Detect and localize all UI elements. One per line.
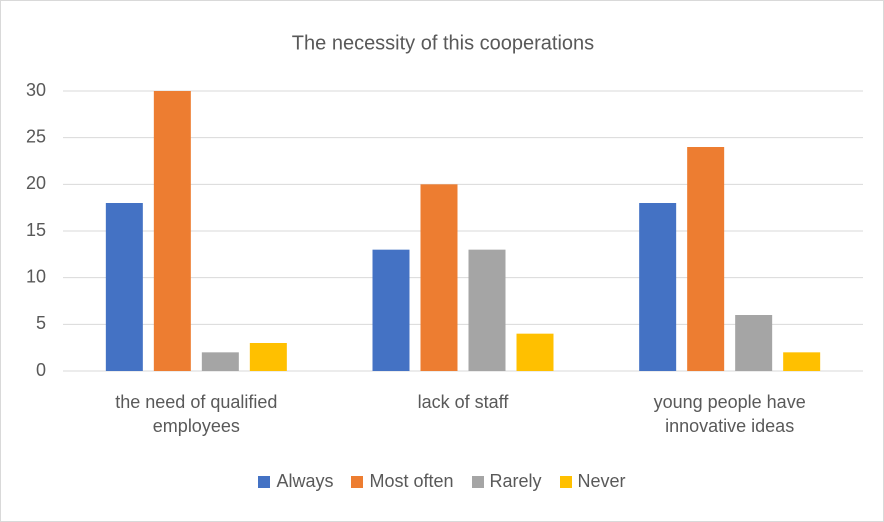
y-tick-label: 5 [36,313,46,333]
legend-item: Rarely [471,471,542,492]
legend-label: Most often [369,471,454,491]
y-tick-label: 25 [26,126,46,146]
legend-label: Always [276,471,334,491]
legend-label: Never [577,471,626,491]
bar [516,333,554,371]
legend-swatch [351,475,364,488]
legend-item: Most often [351,471,454,492]
bar [468,249,506,371]
legend-swatch [258,475,271,488]
bar [420,184,458,371]
bar [105,203,143,371]
bar [249,343,287,371]
y-tick-label: 15 [26,220,46,240]
y-tick-label: 0 [36,360,46,380]
x-tick-label: young people have innovative ideas [653,392,806,436]
chart-title: The necessity of this cooperations [292,32,594,54]
x-tick-label: the need of qualified employees [115,392,278,436]
bar [372,249,410,371]
bar [153,91,191,371]
bar [783,352,821,371]
legend-label: Rarely [489,471,542,491]
bar [201,352,239,371]
y-tick-label: 30 [26,80,46,100]
x-tick-label: lack of staff [417,392,509,412]
y-tick-label: 20 [26,173,46,193]
bar [735,315,773,371]
legend: Always Most often Rarely Never [1,471,883,492]
legend-item: Never [559,471,626,492]
legend-item: Always [258,471,333,492]
legend-swatch [559,475,572,488]
bar [639,203,677,371]
y-tick-label: 10 [26,266,46,286]
bar [687,147,725,371]
legend-swatch [471,475,484,488]
